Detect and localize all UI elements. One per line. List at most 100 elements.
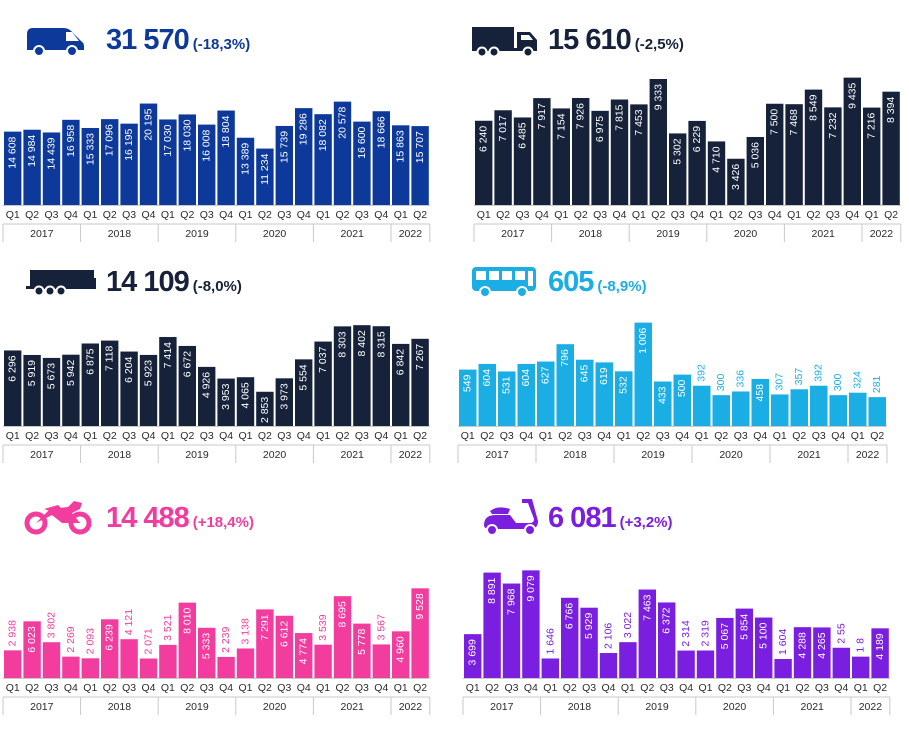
motorcycles-quarter-label: Q1 bbox=[238, 682, 252, 694]
scooters-value-label: 5 854 bbox=[738, 613, 750, 639]
trailers-quarter-label: Q1 bbox=[6, 430, 20, 442]
trucks-bar bbox=[591, 110, 609, 205]
buses-bar bbox=[595, 362, 613, 426]
scooters-quarter-label: Q1 bbox=[466, 682, 480, 694]
buses-quarter-label: Q2 bbox=[792, 430, 806, 442]
scooters-change: (+3,2%) bbox=[619, 514, 673, 531]
vans-quarter-label: Q4 bbox=[141, 209, 155, 221]
trucks-value-label: 7 017 bbox=[497, 115, 509, 141]
trucks-quarter-label: Q3 bbox=[826, 209, 840, 221]
buses-quarter-label: Q1 bbox=[461, 430, 475, 442]
trucks-year-label: 2019 bbox=[656, 228, 680, 240]
vans-quarter-label: Q3 bbox=[44, 209, 58, 221]
vans-year-label: 2022 bbox=[399, 228, 423, 240]
trucks-quarter-label: Q2 bbox=[884, 209, 898, 221]
trailers-bar bbox=[81, 343, 99, 426]
trucks-bar bbox=[746, 137, 764, 205]
scooters-bar bbox=[599, 653, 618, 678]
trailers-value-label: 4 926 bbox=[201, 372, 213, 398]
trailers-quarter-label: Q3 bbox=[200, 430, 214, 442]
vans-value-label: 18 804 bbox=[220, 115, 232, 147]
motorcycles-value-label: 2 239 bbox=[220, 626, 232, 652]
trailers-value-label: 5 919 bbox=[26, 360, 38, 386]
scooters-value-label: 4 265 bbox=[816, 632, 828, 658]
buses-bar bbox=[712, 395, 730, 426]
vans-quarter-label: Q1 bbox=[316, 209, 330, 221]
motorcycles-bar bbox=[392, 631, 410, 678]
trailers-bar bbox=[139, 354, 158, 426]
vans-value-label: 14 439 bbox=[46, 137, 58, 169]
trucks-bar bbox=[824, 107, 842, 205]
buses-quarter-label: Q4 bbox=[597, 430, 611, 442]
trucks-bar bbox=[766, 103, 784, 205]
vans-quarter-label: Q2 bbox=[180, 209, 194, 221]
trailers-value-label: 6 672 bbox=[181, 351, 193, 377]
buses-quarter-label: Q4 bbox=[519, 430, 533, 442]
motorcycles-bar bbox=[295, 633, 313, 678]
buses-year-label: 2020 bbox=[719, 449, 743, 461]
buses-value-label: 549 bbox=[462, 374, 474, 392]
scooters-bar bbox=[580, 607, 598, 678]
trailers-bar bbox=[4, 350, 22, 426]
scooters-year-label: 2018 bbox=[568, 701, 592, 713]
motorcycles-bar bbox=[256, 609, 274, 678]
scooters-bar bbox=[658, 602, 676, 678]
scooters-value-label: 4 189 bbox=[874, 633, 886, 659]
trucks-value-label: 9 333 bbox=[652, 84, 664, 110]
scooters-bar bbox=[852, 656, 870, 678]
motorcycles-year-label: 2018 bbox=[108, 701, 132, 713]
motorcycles-value-label: 6 239 bbox=[104, 624, 116, 650]
trucks-bar bbox=[552, 108, 570, 205]
trailers-value-label: 7 267 bbox=[414, 344, 426, 370]
vans-value-label: 16 958 bbox=[65, 125, 77, 157]
vans-value-label: 11 234 bbox=[259, 153, 271, 184]
trailers-quarter-label: Q1 bbox=[83, 430, 97, 442]
motorcycles-quarter-label: Q3 bbox=[44, 682, 58, 694]
scooters-bar bbox=[502, 583, 521, 678]
trucks-bar bbox=[533, 98, 551, 205]
vans-quarter-label: Q1 bbox=[6, 209, 20, 221]
vans-change: (-18,3%) bbox=[192, 36, 251, 53]
motorcycles-value-label: 5 778 bbox=[356, 628, 368, 654]
vans-value-label: 16 195 bbox=[123, 128, 135, 160]
scooters-value-label: 5 929 bbox=[583, 613, 595, 639]
buses-value-label: 619 bbox=[598, 367, 610, 385]
vans-year-label: 2021 bbox=[341, 228, 365, 240]
scooters-quarter-label: Q3 bbox=[660, 682, 674, 694]
trucks-quarter-label: Q4 bbox=[535, 209, 549, 221]
buses-bar bbox=[576, 359, 594, 426]
vans-quarter-label: Q3 bbox=[200, 209, 214, 221]
trucks-year-label: 2018 bbox=[579, 228, 603, 240]
buses-value-label: 433 bbox=[657, 386, 669, 404]
trailers-bar bbox=[256, 391, 274, 426]
trailers-value-label: 5 923 bbox=[143, 360, 155, 386]
scooters-value-label: 7 463 bbox=[641, 594, 653, 620]
trailers-change: (-8,0%) bbox=[192, 278, 242, 295]
scooters-value-label: 2 319 bbox=[700, 620, 712, 646]
trucks-bar bbox=[707, 141, 726, 205]
trailers-bar bbox=[314, 341, 332, 426]
vans-quarter-label: Q4 bbox=[219, 209, 233, 221]
trucks-quarter-label: Q3 bbox=[593, 209, 607, 221]
trucks-bar bbox=[882, 91, 900, 205]
vans-bar bbox=[42, 132, 61, 205]
buses-value-label: 458 bbox=[754, 384, 766, 402]
scooters-bar bbox=[871, 628, 889, 678]
buses-bar bbox=[654, 381, 672, 426]
vans-value-label: 19 286 bbox=[298, 113, 310, 145]
trucks-bar bbox=[785, 104, 803, 205]
buses-value-label: 336 bbox=[735, 370, 747, 388]
buses-quarter-label: Q4 bbox=[753, 430, 767, 442]
trailers-value-label: 6 296 bbox=[7, 355, 19, 381]
trucks-value-label: 7 232 bbox=[827, 112, 839, 138]
trailers-quarter-label: Q3 bbox=[355, 430, 369, 442]
motorcycles-quarter-label: Q2 bbox=[335, 682, 349, 694]
scooter-icon bbox=[484, 499, 538, 536]
buses-value-label: 532 bbox=[618, 376, 630, 394]
trucks-quarter-label: Q4 bbox=[845, 209, 859, 221]
scooters-value-label: 2 55 bbox=[835, 623, 847, 644]
scooters-value-label: 6 372 bbox=[661, 607, 673, 633]
trucks-value-label: 6 240 bbox=[478, 126, 490, 152]
trailers-value-label: 3 973 bbox=[278, 383, 290, 409]
